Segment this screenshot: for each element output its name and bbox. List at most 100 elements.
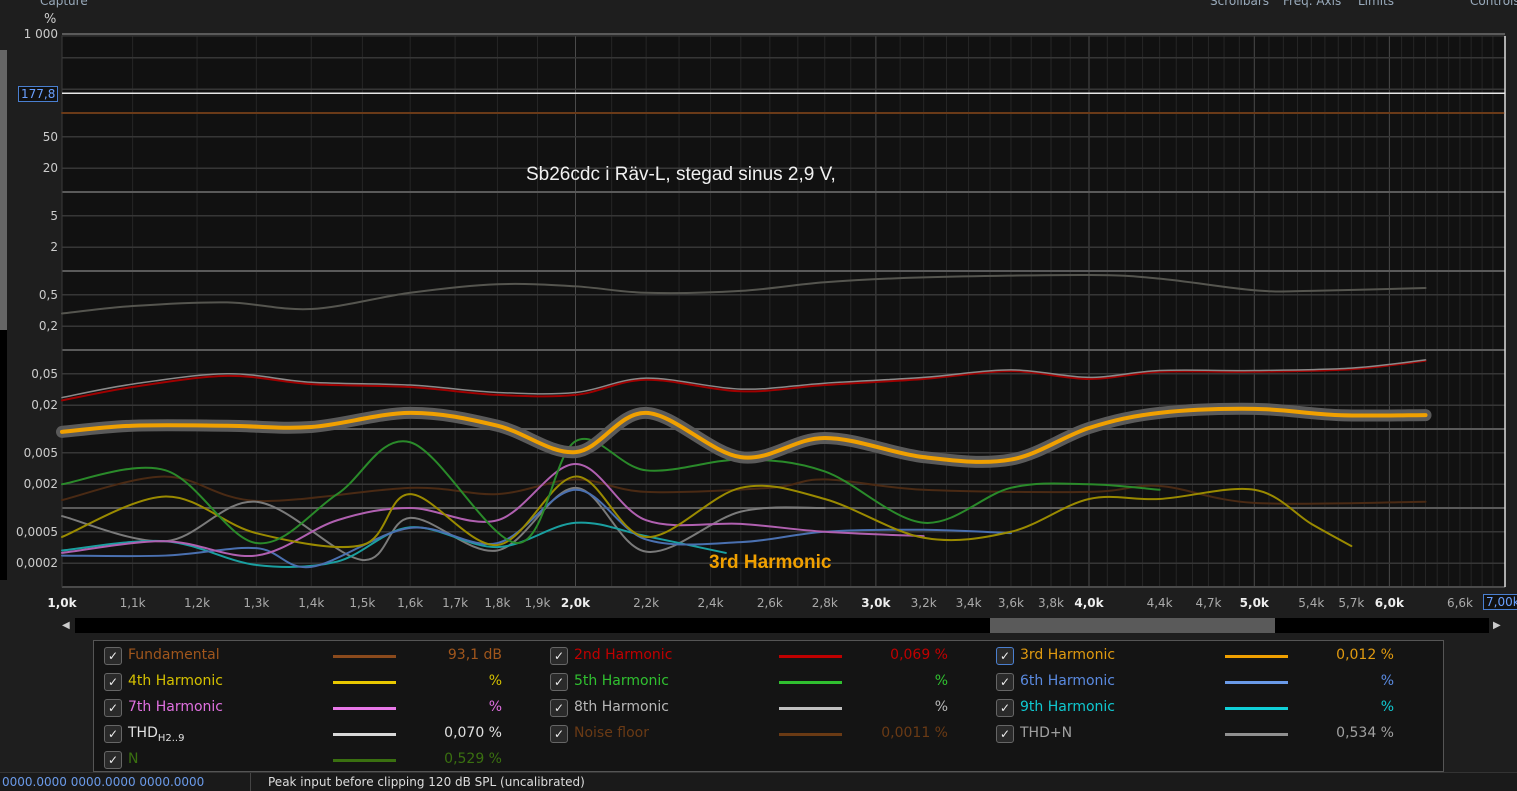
checkbox-3rd-harmonic[interactable]: ✓	[996, 647, 1014, 665]
legend-name: N	[128, 751, 139, 767]
x-tick-label: 2,2k	[633, 596, 660, 610]
x-tick-label: 1,2k	[184, 596, 211, 610]
legend-swatch	[779, 655, 842, 658]
y-tick-label: 2	[50, 240, 58, 255]
scrollbars-toggle[interactable]: Scrollbars	[1210, 0, 1270, 8]
legend-name: THD+N	[1020, 725, 1073, 741]
checkbox-4th-harmonic[interactable]: ✓	[104, 673, 122, 691]
x-tick-label: 3,8k	[1037, 596, 1065, 610]
x-tick-label: 5,4k	[1298, 596, 1325, 610]
x-tick-label: 6,6k	[1446, 596, 1474, 610]
checkbox-noise-floor[interactable]: ✓	[550, 725, 568, 743]
legend-name: 5th Harmonic	[574, 673, 669, 689]
status-divider	[250, 773, 251, 791]
y-tick-label: 0,0002	[16, 556, 58, 571]
checkbox-2nd-harmonic[interactable]: ✓	[550, 647, 568, 665]
legend-value: 0,012 %	[1336, 647, 1394, 663]
grid	[61, 33, 1506, 588]
x-tick-label: 4,4k	[1146, 596, 1173, 610]
legend-label: Noise floor	[574, 725, 649, 741]
x-tick-label: 2,0k	[560, 596, 591, 610]
checkbox-8th-harmonic[interactable]: ✓	[550, 699, 568, 717]
capture-label[interactable]: Capture	[40, 0, 88, 8]
x-tick-label: 1,6k	[397, 596, 424, 610]
scroll-right-arrow-icon[interactable]: ▶	[1493, 620, 1501, 631]
distortion-chart[interactable]: Sb26cdc i Räv-L, stegad sinus 2,9 V, 3rd…	[0, 0, 1517, 600]
x-tick-label: 3,0k	[861, 596, 891, 610]
checkbox-thd[interactable]: ✓	[104, 725, 122, 743]
x-tick-label: 1,0k	[47, 596, 77, 610]
x-tick-label: 1,8k	[484, 596, 511, 610]
vertical-scrollbar[interactable]	[0, 50, 7, 330]
checkbox-n[interactable]: ✓	[104, 751, 122, 769]
legend-swatch	[333, 681, 396, 684]
status-message: Peak input before clipping 120 dB SPL (u…	[268, 775, 585, 789]
legend-swatch	[1225, 707, 1288, 710]
freq-axis-toggle[interactable]: Freq. Axis	[1283, 0, 1342, 8]
thd-n-curve	[61, 273, 1427, 315]
checkbox-6th-harmonic[interactable]: ✓	[996, 673, 1014, 691]
y-tick-label: 0,5	[38, 287, 58, 302]
chart-title: Sb26cdc i Räv-L, stegad sinus 2,9 V,	[526, 164, 836, 185]
legend-label: 5th Harmonic	[574, 673, 669, 689]
legend-value: 0,529 %	[444, 751, 502, 767]
legend: ✓ Fundamental 93,1 dB ✓ 2nd Harmonic 0,06…	[93, 640, 1444, 772]
y-axis-unit: %	[44, 12, 57, 27]
legend-name: THD	[128, 725, 158, 741]
x-tick-label: 3,6k	[997, 596, 1024, 610]
scroll-left-arrow-icon[interactable]: ◀	[62, 620, 70, 631]
y-tick-label: 0,0005	[16, 524, 58, 539]
checkbox-5th-harmonic[interactable]: ✓	[550, 673, 568, 691]
checkbox-9th-harmonic[interactable]: ✓	[996, 699, 1014, 717]
legend-swatch	[1225, 655, 1288, 658]
legend-label: 8th Harmonic	[574, 699, 669, 715]
legend-value: 0,070 %	[444, 725, 502, 741]
legend-swatch	[333, 733, 396, 736]
legend-name: 2nd Harmonic	[574, 647, 673, 663]
legend-value: 0,534 %	[1336, 725, 1394, 741]
y-tick-label: 20	[42, 161, 58, 176]
legend-name: 6th Harmonic	[1020, 673, 1115, 689]
y-tick-label: 0,002	[23, 477, 58, 492]
y-tick-label: 0,05	[31, 366, 58, 381]
y-tick-label: 0,02	[31, 398, 58, 413]
checkbox-7th-harmonic[interactable]: ✓	[104, 699, 122, 717]
horizontal-scrollbar[interactable]	[75, 618, 1489, 633]
x-tick-label: 1,4k	[298, 596, 325, 610]
legend-label: N	[128, 751, 138, 767]
checkbox-fundamental[interactable]: ✓	[104, 647, 122, 665]
controls-button[interactable]: Controls	[1470, 0, 1517, 8]
legend-label: Fundamental	[128, 647, 220, 663]
legend-name: 9th Harmonic	[1020, 699, 1115, 715]
y-tick-label: 0,2	[38, 319, 58, 334]
plot-area	[62, 36, 1505, 587]
legend-name: 4th Harmonic	[128, 673, 223, 689]
x-tick-label: 1,9k	[524, 596, 551, 610]
x-tick-label: 2,4k	[697, 596, 724, 610]
y-cursor-value[interactable]: 177,8	[18, 86, 59, 102]
limits-button[interactable]: Limits	[1358, 0, 1394, 8]
legend-swatch	[333, 655, 396, 658]
legend-swatch	[1225, 681, 1288, 684]
legend-label: 2nd Harmonic	[574, 647, 672, 663]
legend-swatch	[779, 707, 842, 710]
legend-value: 0,0011 %	[881, 725, 948, 741]
scrollbar-thumb[interactable]	[990, 618, 1275, 633]
legend-value: 0,069 %	[890, 647, 948, 663]
x-tick-label: 3,4k	[955, 596, 982, 610]
legend-label: 6th Harmonic	[1020, 673, 1115, 689]
thd-curve	[61, 359, 1427, 399]
legend-label: 3rd Harmonic	[1020, 647, 1115, 663]
x-tick-label: 4,0k	[1074, 596, 1104, 610]
legend-value: %	[488, 699, 502, 715]
status-bar: 0000.0000 0000.0000 0000.0000 Peak input…	[0, 772, 1517, 791]
legend-value: %	[934, 673, 948, 689]
x-tick-label: 4,7k	[1195, 596, 1222, 610]
x-tick-label: 5,7k	[1338, 596, 1365, 610]
y-tick-label: 5	[50, 208, 58, 223]
y-tick-label: 1 000	[23, 27, 58, 41]
checkbox-thd-n[interactable]: ✓	[996, 725, 1014, 743]
vertical-scrollbar-track[interactable]	[0, 330, 7, 580]
legend-label: THD+N	[1020, 725, 1072, 741]
x-cursor-value[interactable]: 7,00k	[1483, 594, 1517, 610]
